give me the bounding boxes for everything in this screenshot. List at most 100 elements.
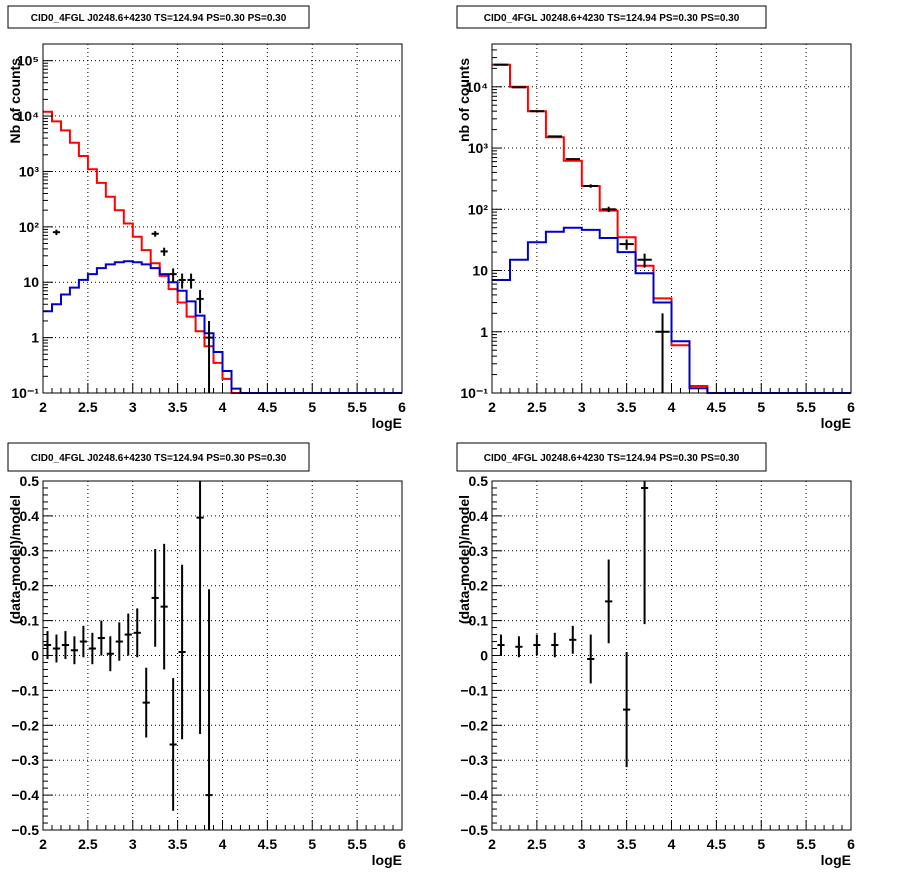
data-point	[515, 636, 523, 658]
x-tick-label: 3.5	[168, 836, 188, 852]
data-point	[43, 631, 52, 659]
data-point	[196, 481, 204, 735]
y-tick-label: 10⁴	[17, 108, 40, 124]
x-tick-label: 5.5	[347, 399, 367, 415]
title-box	[456, 442, 767, 472]
chart-panel-bottom-left: CID0_4FGL J0248.6+4230 TS=124.94 PS=0.30…	[7, 442, 406, 868]
y-tick-label: 0.1	[469, 613, 489, 629]
x-tick-label: 5.5	[347, 836, 367, 852]
x-tick-label: 2	[39, 836, 47, 852]
x-axis-label: logE	[821, 852, 851, 868]
y-tick-label: 10	[472, 263, 488, 279]
x-tick-label: 6	[398, 399, 406, 415]
x-tick-label: 3.5	[617, 399, 637, 415]
x-tick-label: 2	[39, 399, 47, 415]
chart-panel-top-right: CID0_4FGL J0248.6+4230 TS=124.94 PS=0.30…	[456, 5, 855, 431]
x-tick-label: 5	[757, 399, 765, 415]
x-tick-label: 2	[488, 836, 496, 852]
y-tick-label: 0.3	[469, 543, 489, 559]
y-tick-label: 0.4	[20, 508, 40, 524]
x-tick-label: 2.5	[78, 836, 98, 852]
x-tick-label: 5.5	[796, 399, 816, 415]
x-tick-label: 5	[757, 836, 765, 852]
x-tick-label: 4.5	[258, 399, 278, 415]
data-point	[205, 320, 213, 393]
chart-title: CID0_4FGL J0248.6+4230 TS=124.94 PS=0.30…	[484, 13, 740, 24]
data-point	[187, 273, 195, 289]
x-tick-label: 4	[668, 399, 676, 415]
x-tick-label: 2.5	[78, 399, 98, 415]
data-point	[623, 652, 631, 768]
x-tick-label: 4.5	[707, 399, 727, 415]
y-tick-label: 0	[31, 648, 39, 664]
data-point	[547, 135, 563, 138]
data-point	[151, 549, 159, 647]
x-axis-label: logE	[821, 415, 851, 431]
x-axis-label: logE	[372, 852, 402, 868]
x-tick-label: 5.5	[796, 836, 816, 852]
x-tick-label: 5	[308, 399, 316, 415]
x-tick-label: 3.5	[168, 399, 188, 415]
data-point	[160, 543, 168, 670]
y-tick-label: 0.3	[20, 543, 40, 559]
title-box	[7, 5, 310, 29]
data-point	[637, 253, 652, 268]
y-tick-label: −0.2	[11, 717, 39, 733]
data-point	[619, 239, 634, 250]
x-tick-label: 3	[578, 836, 586, 852]
x-tick-label: 3	[129, 399, 137, 415]
data-point	[52, 634, 61, 663]
data-point	[196, 290, 204, 314]
data-point	[115, 622, 123, 661]
data-point	[497, 634, 505, 656]
x-tick-label: 6	[398, 836, 406, 852]
data-point	[605, 559, 613, 644]
data-point	[178, 564, 186, 740]
y-tick-label: −0.3	[460, 752, 488, 768]
data-point	[52, 229, 61, 236]
y-tick-label: 10	[23, 274, 39, 290]
x-tick-label: 2.5	[527, 399, 547, 415]
x-tick-label: 5	[308, 836, 316, 852]
chart-title: CID0_4FGL J0248.6+4230 TS=124.94 PS=0.30…	[31, 13, 287, 24]
y-tick-label: 10⁵	[17, 53, 39, 69]
data-point	[205, 589, 213, 830]
y-tick-label: 0.2	[20, 578, 40, 594]
x-tick-label: 4	[668, 836, 676, 852]
data-point	[106, 636, 114, 672]
x-tick-label: 3.5	[617, 836, 637, 852]
data-point	[97, 620, 105, 656]
x-axis-label: logE	[372, 415, 402, 431]
data-point	[169, 268, 177, 282]
y-tick-label: −0.5	[11, 822, 39, 838]
title-box	[456, 5, 767, 29]
y-tick-label: −0.4	[460, 787, 488, 803]
y-tick-label: 0.5	[469, 473, 489, 489]
y-tick-label: 0	[480, 648, 488, 664]
data-point	[533, 634, 541, 656]
x-tick-label: 2.5	[527, 836, 547, 852]
x-tick-label: 6	[847, 399, 855, 415]
data-point	[587, 634, 595, 684]
data-point	[160, 247, 168, 256]
y-tick-label: 10³	[19, 163, 40, 179]
data-point	[565, 158, 580, 161]
x-tick-label: 4.5	[707, 836, 727, 852]
data-point	[124, 613, 132, 656]
x-tick-label: 4.5	[258, 836, 278, 852]
data-point	[655, 313, 670, 393]
y-tick-label: 0.2	[469, 578, 489, 594]
data-point	[142, 667, 150, 738]
data-point	[511, 86, 527, 89]
data-point	[169, 678, 177, 811]
y-tick-label: 10⁻¹	[460, 385, 488, 401]
data-point	[70, 636, 79, 665]
y-tick-label: −0.1	[460, 682, 488, 698]
data-point	[640, 481, 649, 625]
chart-panel-bottom-right: CID0_4FGL J0248.6+4230 TS=124.94 PS=0.30…	[456, 442, 855, 868]
y-tick-label: −0.3	[11, 752, 39, 768]
data-point	[79, 625, 87, 658]
data-point	[178, 273, 186, 289]
y-tick-label: −0.1	[11, 682, 39, 698]
data-point	[583, 184, 598, 188]
